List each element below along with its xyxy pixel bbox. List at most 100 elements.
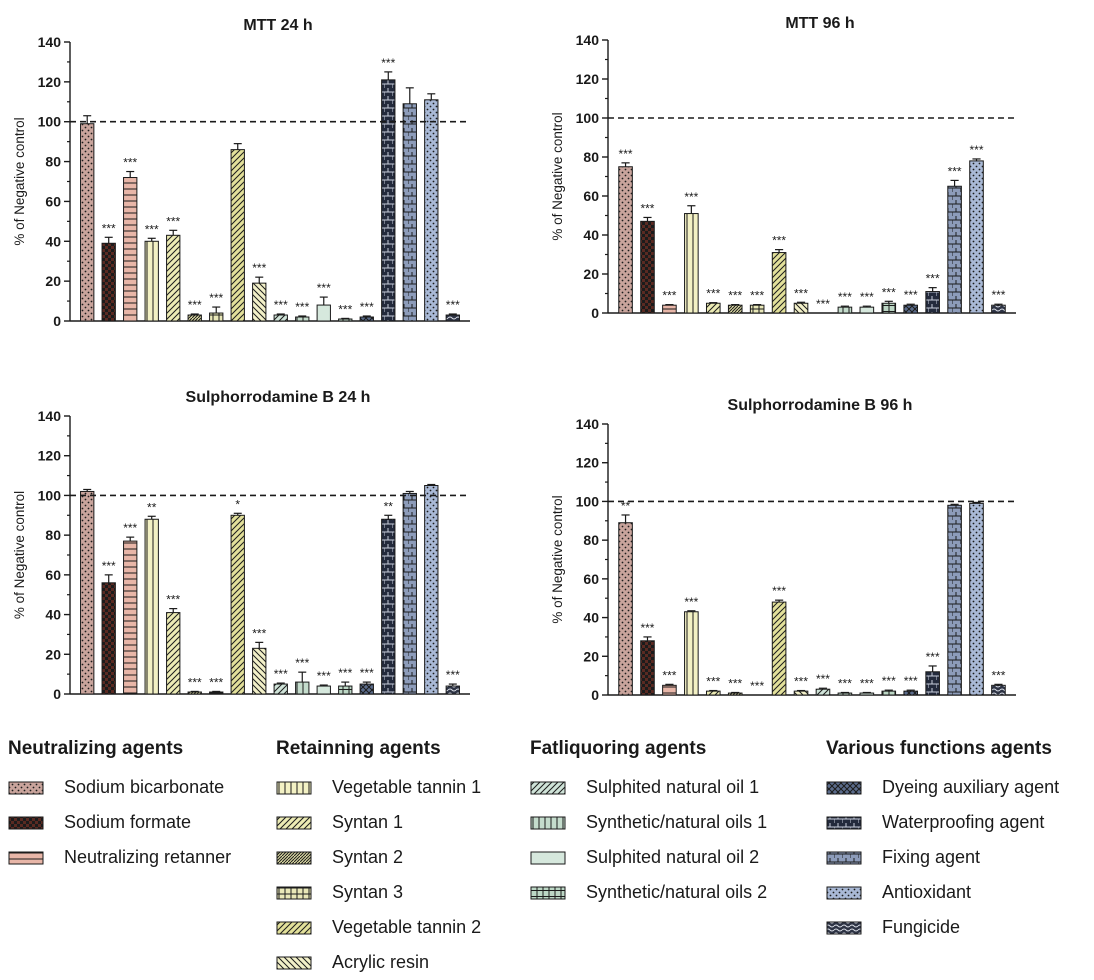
significance-label: *** — [446, 668, 460, 682]
legend-swatch — [8, 781, 44, 794]
bar — [123, 177, 138, 322]
significance-label: *** — [295, 300, 309, 314]
y-tick-label: 100 — [38, 487, 62, 503]
legend-swatch — [530, 781, 566, 794]
legend-item-label: Antioxidant — [882, 882, 972, 902]
significance-label: ** — [384, 499, 394, 513]
legend-swatch-fill — [8, 816, 44, 829]
legend-swatch-fill — [276, 851, 312, 864]
y-tick-label: 20 — [583, 266, 599, 282]
legend-swatch-fill — [8, 851, 44, 864]
bar — [859, 692, 875, 696]
bar — [903, 304, 919, 314]
y-tick-label: 60 — [45, 193, 61, 209]
chart-title: MTT 96 h — [785, 15, 854, 32]
legend-item-label: Dyeing auxiliary agent — [882, 777, 1060, 797]
bar — [969, 502, 984, 696]
legend-item-label: Vegetable tannin 2 — [332, 917, 482, 937]
bar — [252, 647, 267, 695]
bar — [187, 314, 202, 322]
legend: Neutralizing agents Sodium bicarbonate S… — [0, 738, 1094, 974]
significance-label: *** — [772, 584, 786, 598]
legend-item: Synthetic/natural oils 1 — [530, 805, 767, 840]
legend-swatch — [276, 781, 312, 794]
legend-group-title: Various functions agents — [826, 738, 1052, 759]
legend-swatch — [276, 816, 312, 829]
legend-item-label: Sodium bicarbonate — [64, 777, 225, 797]
y-axis-label: % of Negative control — [12, 491, 27, 619]
y-axis-label: % of Negative control — [550, 112, 565, 240]
y-tick-label: 20 — [45, 273, 61, 289]
bar — [209, 312, 224, 322]
legend-item-label: Synthetic/natural oils 2 — [586, 882, 768, 902]
y-tick-label: 80 — [583, 532, 599, 548]
bar — [445, 685, 460, 695]
significance-label: *** — [274, 298, 288, 312]
significance-label: *** — [317, 281, 331, 295]
legend-item: Acrylic resin — [276, 945, 481, 980]
significance-label: *** — [188, 675, 202, 689]
significance-label: *** — [728, 289, 742, 303]
legend-item-label: Syntan 2 — [332, 847, 404, 867]
legend-swatch — [276, 921, 312, 934]
legend-swatch-fill — [8, 781, 44, 794]
charts-canvas: MTT 24 h % of Negative control 0 20 40 60 80 10… — [12, 15, 1016, 703]
bar — [166, 612, 181, 695]
bar — [684, 611, 699, 696]
significance-label: *** — [102, 221, 116, 235]
bar — [662, 304, 677, 314]
significance-label: *** — [948, 164, 962, 178]
legend-item: Antioxidant — [826, 875, 1059, 910]
bar — [859, 306, 875, 314]
legend-item-label: Syntan 3 — [332, 882, 404, 902]
legend-swatch-fill — [826, 781, 862, 794]
significance-label: *** — [145, 222, 159, 236]
legend-item: Sodium formate — [8, 805, 231, 840]
legend-group-retaining: Retainning agents Vegetable tannin 1 Syn… — [276, 738, 481, 980]
chart-panel: Sulphorrodamine B 96 h % of Negative cont… — [550, 397, 1016, 703]
y-tick-label: 80 — [45, 527, 61, 543]
y-tick-label: 100 — [576, 110, 600, 126]
bar — [273, 314, 288, 322]
y-tick-label: 60 — [45, 567, 61, 583]
bar — [925, 671, 940, 696]
legend-swatch — [826, 851, 862, 864]
legend-item-label: Waterproofing agent — [882, 812, 1045, 832]
legend-swatch — [826, 816, 862, 829]
significance-label: *** — [794, 675, 808, 689]
bar — [991, 304, 1006, 314]
significance-label: *** — [209, 291, 223, 305]
bar — [252, 282, 267, 322]
legend-item-label: Neutralizing retanner — [64, 847, 232, 867]
bar — [424, 99, 439, 322]
significance-label: *** — [662, 668, 676, 682]
y-tick-label: 20 — [583, 648, 599, 664]
legend-item: Sulphited natural oil 1 — [530, 770, 767, 805]
legend-swatch — [530, 816, 566, 829]
significance-label: *** — [209, 675, 223, 689]
significance-label: *** — [882, 285, 896, 299]
legend-item: Fungicide — [826, 910, 1059, 945]
significance-label: *** — [166, 593, 180, 607]
y-tick-label: 40 — [583, 610, 599, 626]
y-tick-label: 100 — [38, 114, 62, 130]
legend-group-fatliquoring: Fatliquoring agents Sulphited natural oi… — [530, 738, 767, 910]
legend-swatch — [530, 886, 566, 899]
bar — [381, 79, 396, 322]
significance-label: *** — [338, 666, 352, 680]
legend-swatch-fill — [826, 851, 862, 864]
bar — [445, 314, 460, 322]
bar — [166, 234, 181, 322]
significance-label: *** — [619, 147, 633, 161]
significance-label: *** — [446, 298, 460, 312]
y-tick-label: 40 — [583, 227, 599, 243]
bar — [424, 485, 439, 695]
significance-label: *** — [706, 675, 720, 689]
bar — [359, 683, 374, 695]
bar — [662, 684, 677, 696]
significance-label: *** — [794, 286, 808, 300]
significance-label: *** — [684, 190, 698, 204]
significance-label: *** — [816, 672, 830, 686]
bar — [230, 149, 245, 322]
legend-group-title: Fatliquoring agents — [530, 738, 707, 759]
